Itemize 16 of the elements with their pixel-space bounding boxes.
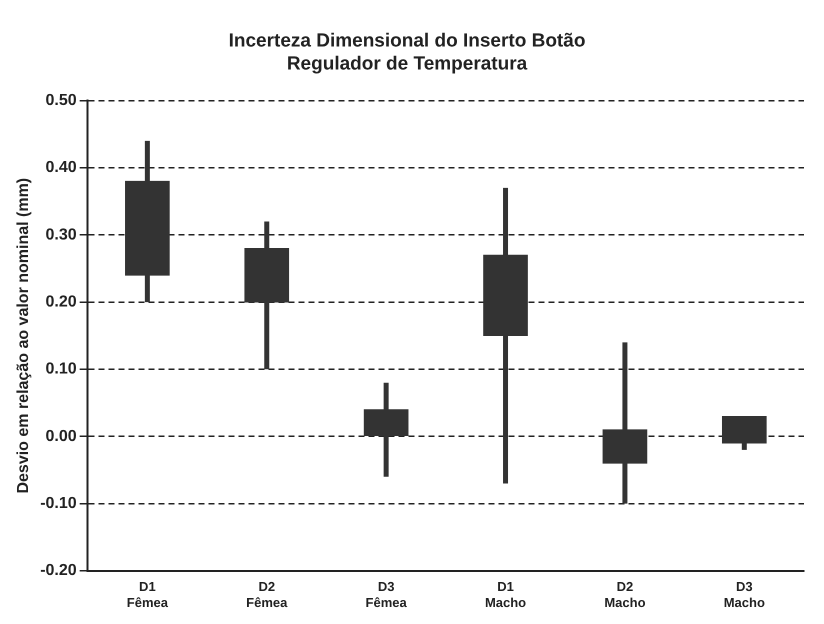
y-tick-label: 0.40 bbox=[46, 159, 77, 176]
x-tick-label: D2 Fêmea bbox=[246, 579, 288, 610]
y-tick-label: 0.00 bbox=[46, 428, 77, 445]
y-tick-label: 0.10 bbox=[46, 360, 77, 378]
y-tick-label: -0.10 bbox=[40, 495, 77, 512]
y-tick-label: 0.20 bbox=[46, 294, 77, 311]
y-tick-label: -0.20 bbox=[40, 562, 77, 580]
x-tick-label: D3 Macho bbox=[724, 579, 765, 610]
chart-title: Incerteza Dimensional do Inserto Botão Regulador de Temperatura bbox=[228, 30, 586, 74]
y-axis-title: Desvio em relação ao valor nominal (mm) bbox=[15, 178, 32, 494]
y-tick-label: 0.50 bbox=[46, 92, 77, 110]
x-tick-label: D2 Macho bbox=[604, 579, 646, 610]
x-tick-label: D3 Fêmea bbox=[366, 579, 408, 610]
y-tick-label: 0.30 bbox=[46, 226, 77, 244]
x-tick-label: D1 Fêmea bbox=[126, 579, 169, 610]
x-tick-label: D1 Macho bbox=[484, 579, 526, 610]
